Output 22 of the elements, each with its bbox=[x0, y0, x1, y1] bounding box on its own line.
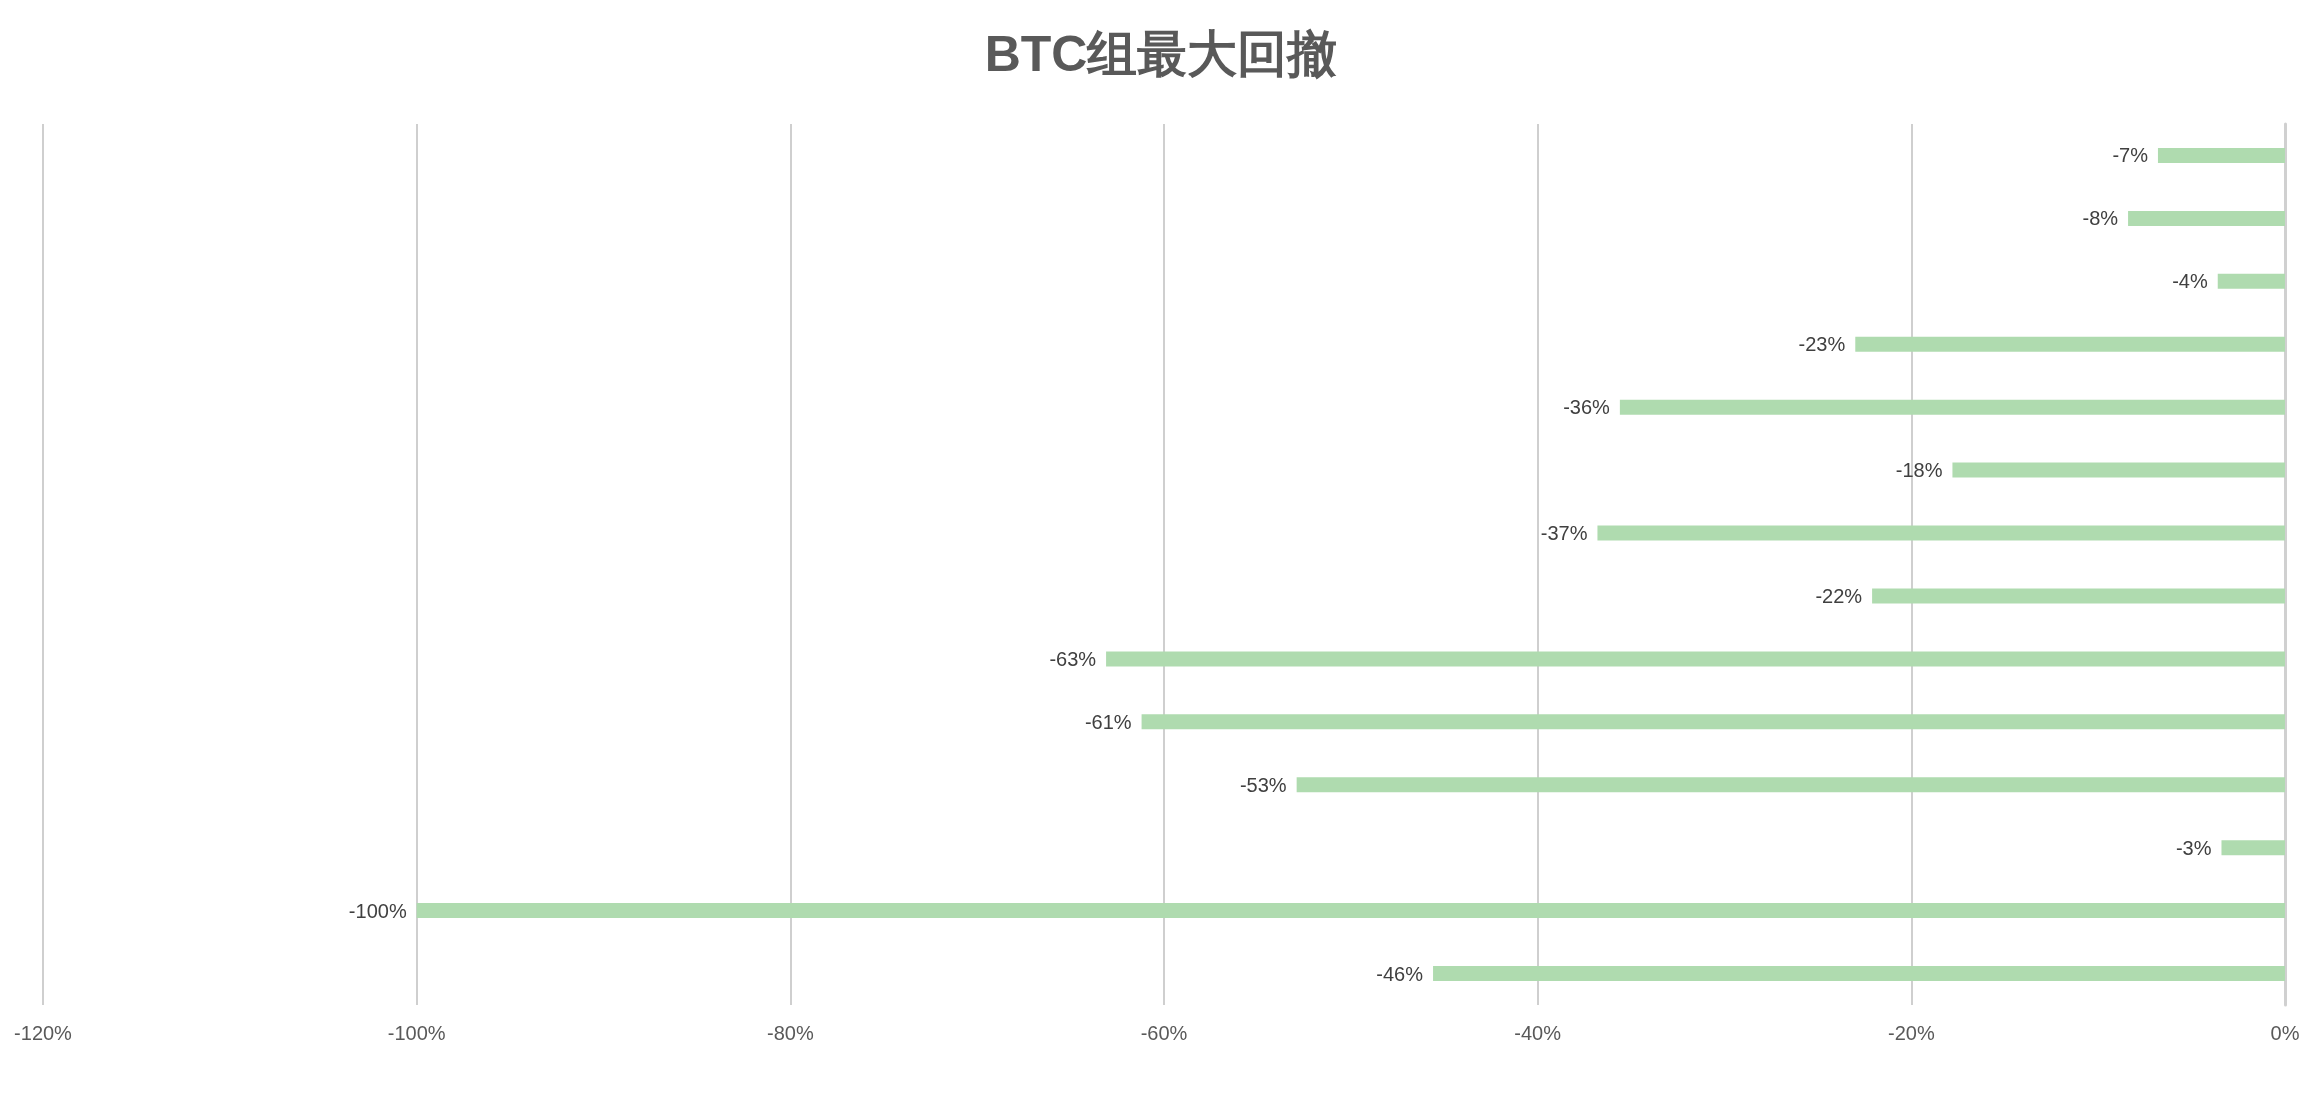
data-label: -46% bbox=[1376, 962, 1424, 985]
x-tick-label: -60% bbox=[1140, 1022, 1188, 1044]
x-tick-label: -40% bbox=[1514, 1022, 1562, 1044]
data-label: -36% bbox=[1563, 396, 1611, 419]
data-label: -7% bbox=[2112, 144, 2149, 167]
x-tick-label: -120% bbox=[14, 1022, 73, 1044]
data-label: -61% bbox=[1084, 710, 1132, 733]
data-label: -37% bbox=[1540, 522, 1588, 545]
data-label: -53% bbox=[1239, 773, 1287, 796]
data-label: -63% bbox=[1049, 647, 1097, 670]
x-tick-label: 0% bbox=[2270, 1022, 2300, 1044]
x-tick-label: -100% bbox=[387, 1022, 446, 1044]
data-label: -8% bbox=[2082, 207, 2119, 230]
chart-title: BTC组最大回撤 bbox=[984, 26, 1338, 82]
x-tick-label: -80% bbox=[766, 1022, 814, 1044]
data-label: -3% bbox=[2175, 836, 2212, 859]
data-label: -22% bbox=[1815, 584, 1863, 607]
data-label: -4% bbox=[2172, 270, 2208, 293]
x-tick-label: -20% bbox=[1887, 1022, 1935, 1044]
data-label: -18% bbox=[1895, 459, 1943, 482]
data-label: -100% bbox=[348, 899, 407, 922]
data-label: -23% bbox=[1798, 333, 1846, 356]
